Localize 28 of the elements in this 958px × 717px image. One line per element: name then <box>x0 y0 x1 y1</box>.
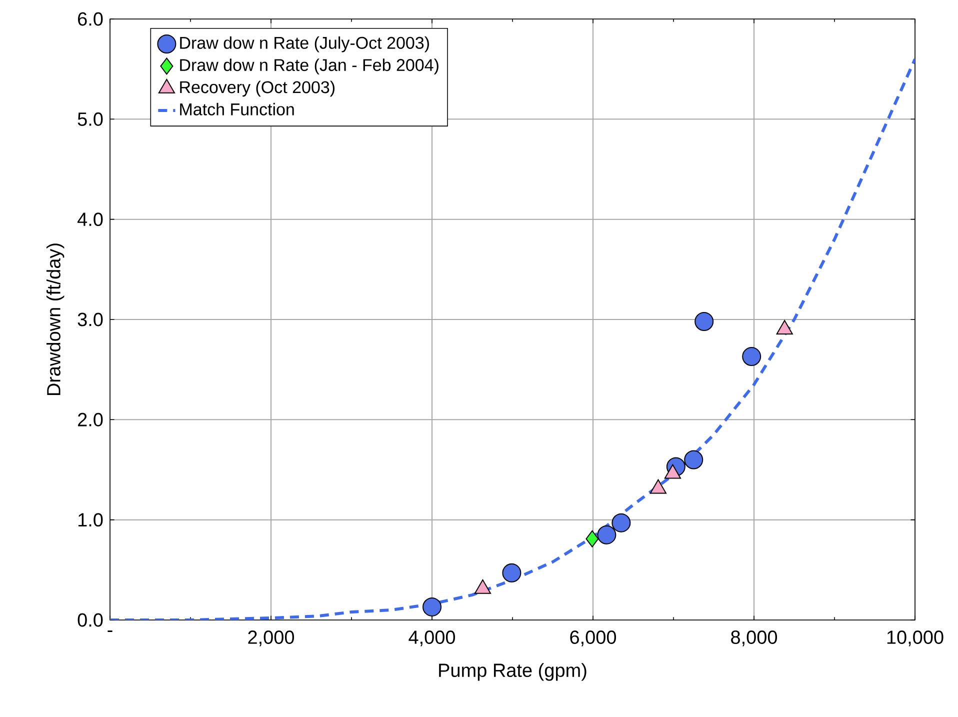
x-tick-label: 6,000 <box>570 630 616 646</box>
point <box>422 597 442 616</box>
y-tick-label: 6.0 <box>78 12 103 26</box>
point <box>694 312 714 331</box>
y-tick-label: 0.0 <box>78 613 103 627</box>
x-axis-title: Pump Rate (gpm) <box>439 663 586 681</box>
line-series <box>110 58 915 620</box>
x-tick-label: 10,000 <box>887 630 944 646</box>
legend-label: Draw dow n Rate (July-Oct 2003) <box>180 36 429 52</box>
y-axis-title: Drawdown (ft/day) <box>46 244 64 396</box>
legend-label: Recovery (Oct 2003) <box>180 80 334 97</box>
x-tick-label: - <box>108 630 112 632</box>
point <box>742 347 762 366</box>
point <box>597 525 616 544</box>
x-tick-label: 4,000 <box>408 630 456 646</box>
y-tick-label: 1.0 <box>78 513 103 527</box>
y-tick-label: 4.0 <box>78 212 103 226</box>
point <box>586 530 599 548</box>
point <box>684 450 704 470</box>
point <box>502 563 522 582</box>
x-tick-label: 8,000 <box>731 630 778 646</box>
y-tick-label: 3.0 <box>78 312 103 326</box>
legend-label: Draw dow n Rate (Jan - Feb 2004) <box>180 58 438 74</box>
y-tick-label: 5.0 <box>78 112 103 126</box>
legend-label: Match Function <box>180 102 294 116</box>
y-tick-label: 2.0 <box>78 412 103 426</box>
x-tick-label: 2,000 <box>248 630 294 646</box>
point <box>612 513 631 532</box>
